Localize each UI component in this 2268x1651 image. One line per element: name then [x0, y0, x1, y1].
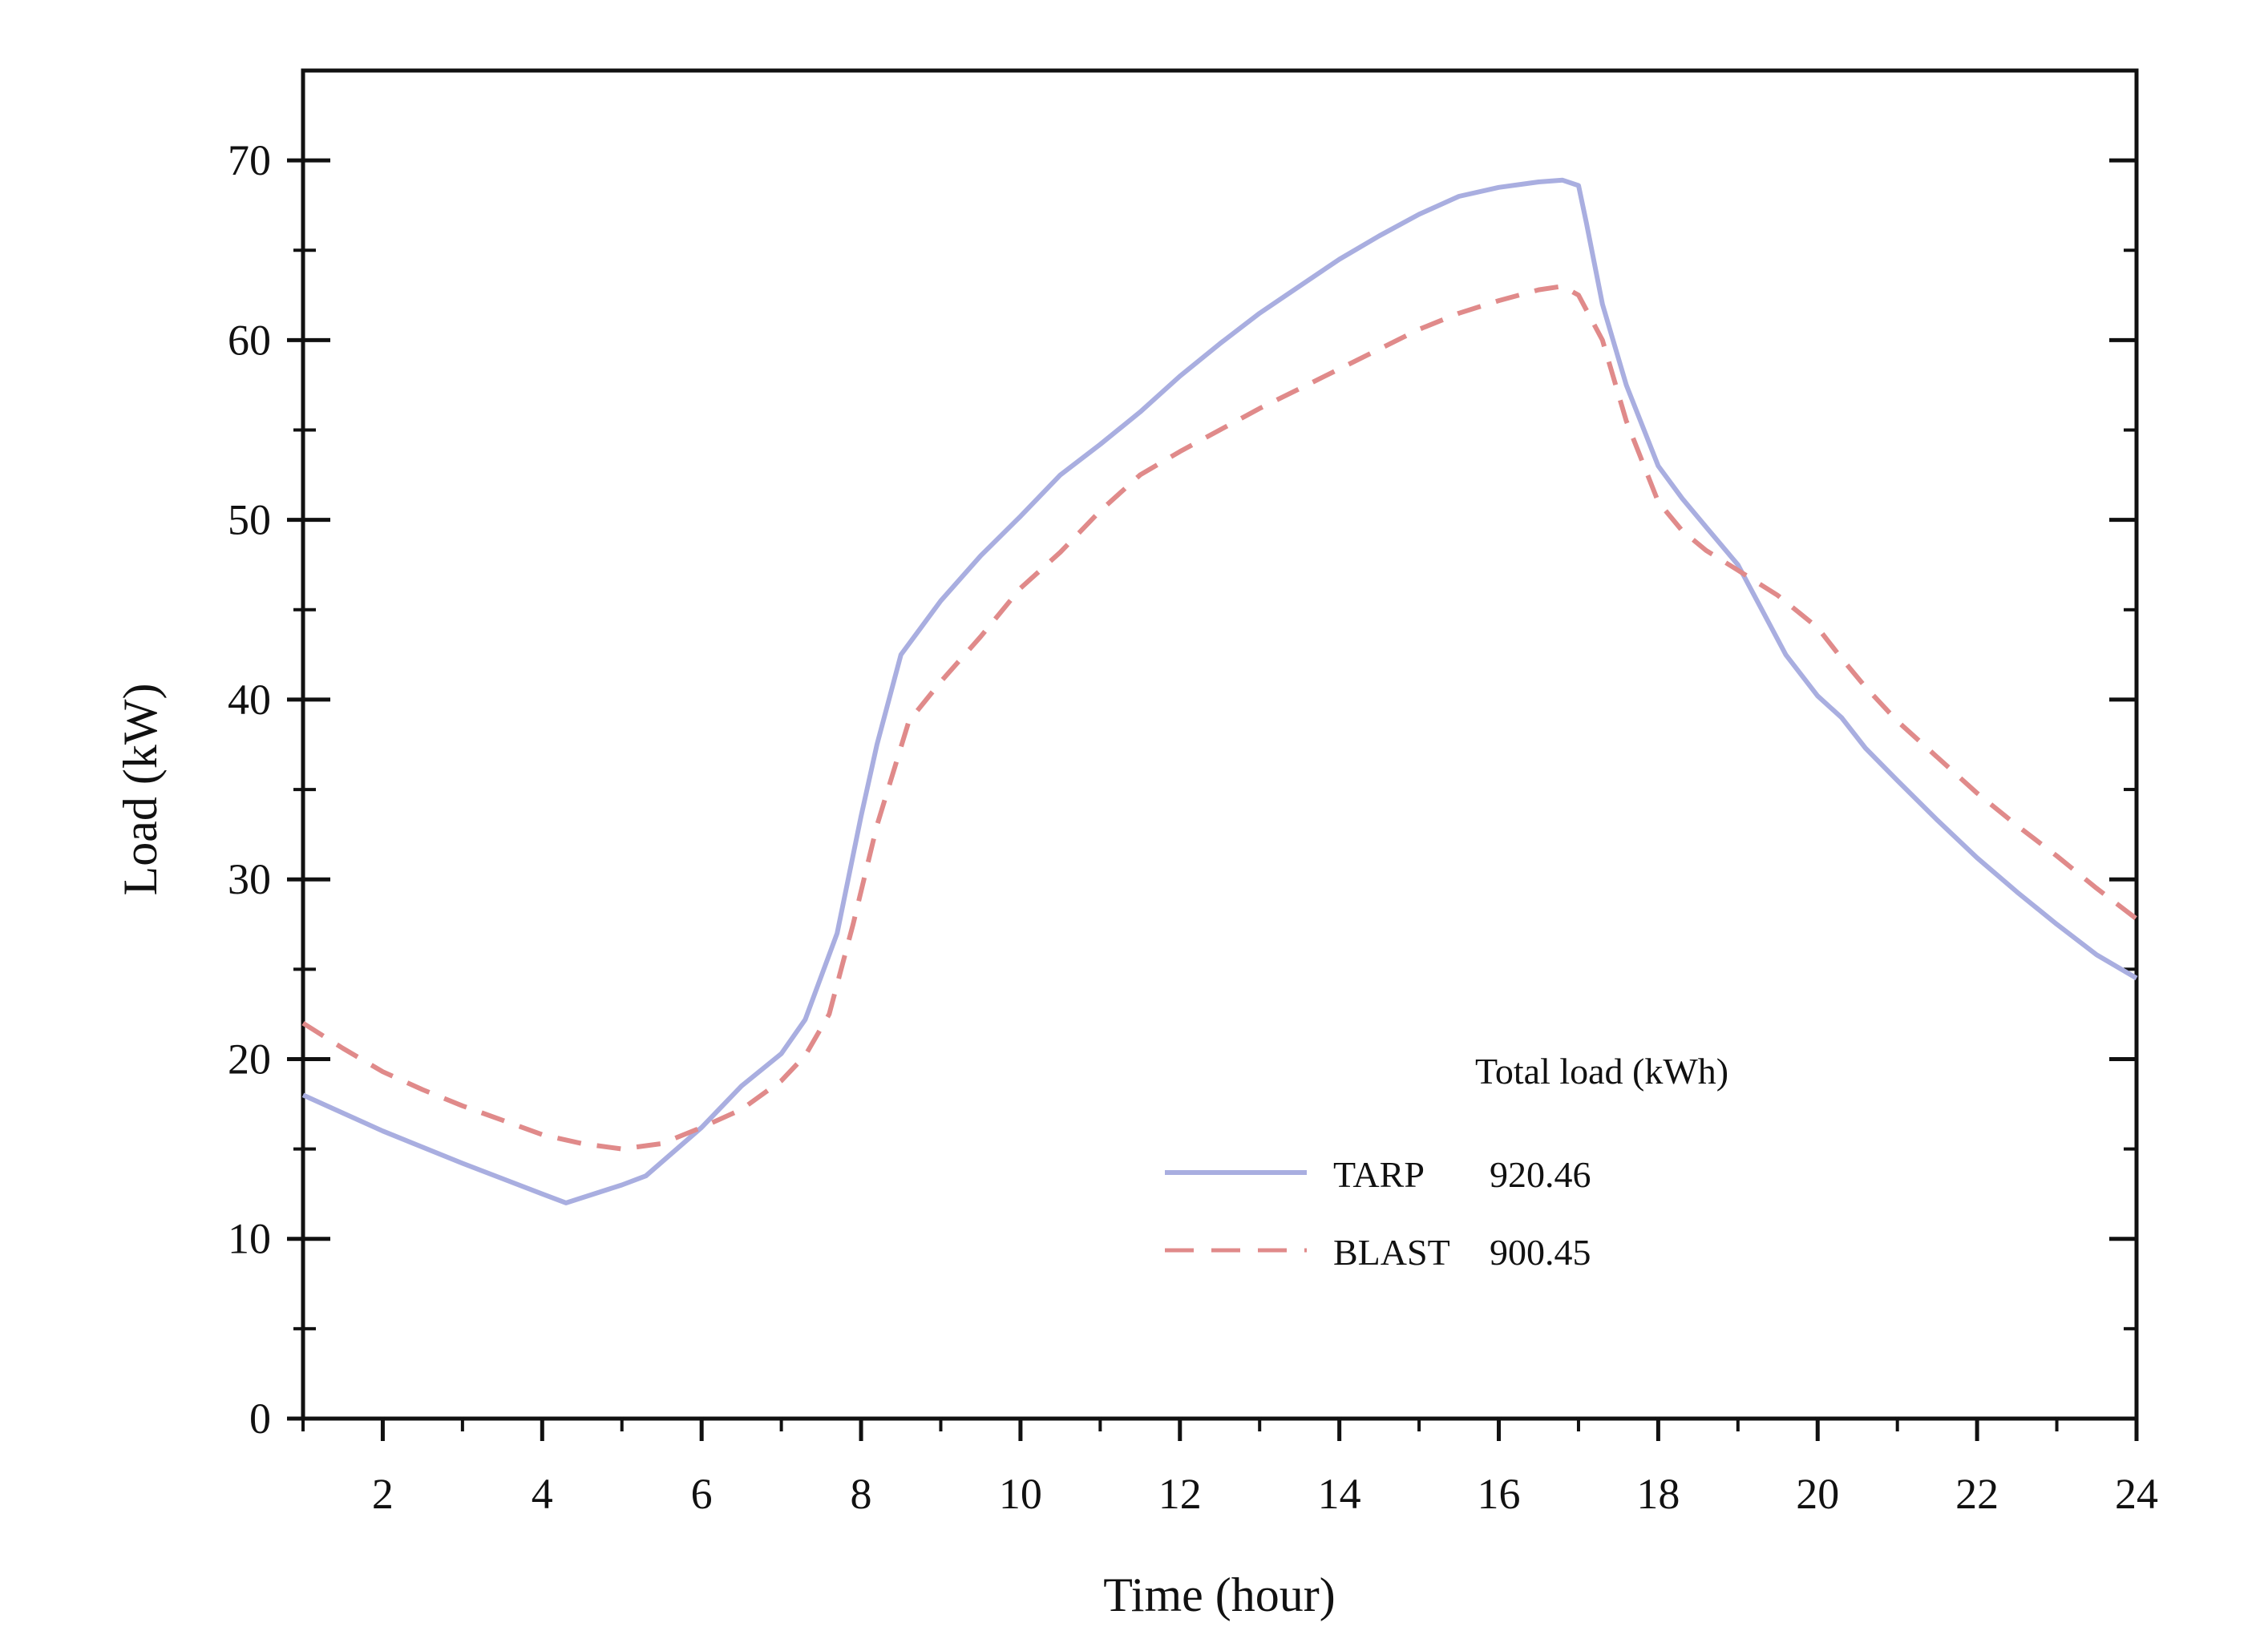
- x-tick-label: 10: [999, 1470, 1042, 1518]
- y-tick-label: 40: [228, 676, 271, 724]
- y-axis-title: Load (kW): [114, 684, 167, 896]
- legend-title: Total load (kWh): [1475, 1051, 1728, 1092]
- legend-total-blast: 900.45: [1490, 1232, 1591, 1273]
- series-layer: [301, 177, 2138, 1205]
- plot-frame: [301, 68, 2139, 1421]
- y-tick-label: 50: [228, 496, 271, 544]
- x-tick-label: 18: [1636, 1470, 1680, 1518]
- x-axis-ticks: 2 4 6 8 10 12 14 16 18 20 22 24: [301, 1417, 2158, 1518]
- x-tick-label: 22: [1955, 1470, 1999, 1518]
- y-tick-label: 0: [249, 1395, 271, 1443]
- y-axis-ticks: 0 10 20 30 40 50 60 70: [228, 136, 2137, 1443]
- x-tick-label: 14: [1318, 1470, 1361, 1518]
- x-tick-label: 16: [1478, 1470, 1521, 1518]
- legend-total-tarp: 920.46: [1490, 1154, 1591, 1195]
- series-line-tarp: [301, 177, 2138, 1205]
- legend-label-tarp: TARP: [1333, 1154, 1425, 1195]
- x-tick-label: 2: [372, 1470, 394, 1518]
- y-tick-label: 20: [228, 1035, 271, 1083]
- legend: Total load (kWh) TARP 920.46 BLAST 900.4…: [1165, 1051, 1728, 1273]
- x-tick-label: 20: [1796, 1470, 1839, 1518]
- x-tick-label: 8: [851, 1470, 872, 1518]
- legend-label-blast: BLAST: [1333, 1232, 1450, 1273]
- y-tick-label: 10: [228, 1215, 271, 1263]
- y-tick-label: 60: [228, 316, 271, 364]
- y-tick-label: 70: [228, 136, 271, 184]
- x-tick-label: 4: [532, 1470, 553, 1518]
- x-tick-label: 12: [1158, 1470, 1202, 1518]
- y-tick-label: 30: [228, 855, 271, 903]
- x-tick-label: 24: [2115, 1470, 2158, 1518]
- x-axis-title: Time (hour): [1103, 1568, 1335, 1621]
- x-tick-label: 6: [691, 1470, 713, 1518]
- series-line-blast: [301, 284, 2138, 1152]
